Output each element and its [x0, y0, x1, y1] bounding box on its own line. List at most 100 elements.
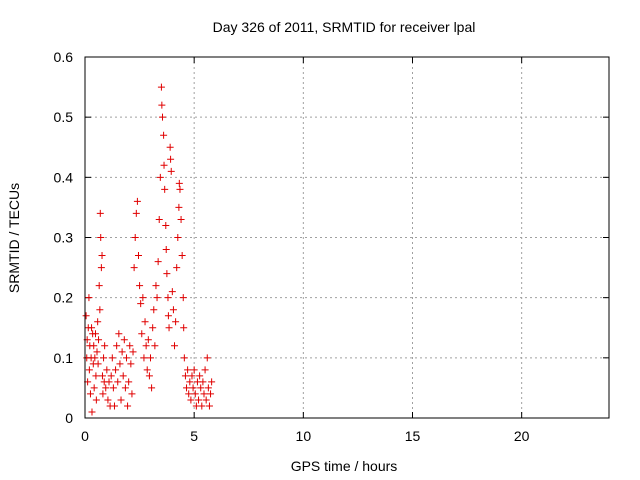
- data-point: [176, 185, 184, 193]
- data-point: [160, 161, 168, 169]
- data-point: [168, 288, 176, 296]
- data-point: [100, 354, 108, 362]
- data-point: [85, 294, 93, 302]
- data-point: [109, 384, 117, 392]
- data-point: [180, 324, 188, 332]
- data-point: [88, 324, 96, 332]
- data-point: [184, 366, 192, 374]
- data-point: [143, 366, 151, 374]
- data-point: [96, 209, 104, 217]
- data-point: [172, 318, 180, 326]
- data-point: [99, 390, 107, 398]
- data-point: [177, 215, 185, 223]
- data-point: [166, 143, 174, 151]
- data-point: [121, 384, 129, 392]
- data-point: [154, 258, 162, 266]
- grid-layer: [85, 57, 609, 418]
- data-point: [208, 378, 216, 386]
- y-axis-label: SRMTID / TECUs: [6, 183, 22, 293]
- data-point: [175, 179, 183, 187]
- y-tick-label: 0.3: [54, 230, 74, 246]
- data-point: [164, 294, 172, 302]
- y-tick-label: 0.6: [54, 49, 74, 65]
- data-point: [113, 342, 121, 350]
- data-point: [117, 396, 125, 404]
- data-point: [203, 354, 211, 362]
- data-point: [118, 348, 126, 356]
- data-point: [136, 282, 144, 290]
- data-point: [175, 203, 183, 211]
- x-tick-label: 15: [405, 428, 421, 444]
- data-point: [141, 318, 149, 326]
- data-point: [86, 390, 94, 398]
- data-point: [90, 384, 98, 392]
- data-point: [153, 294, 161, 302]
- data-point: [144, 336, 152, 344]
- data-point: [96, 306, 104, 314]
- data-point: [147, 354, 154, 362]
- data-point: [90, 342, 98, 350]
- x-tick-label: 5: [190, 428, 198, 444]
- data-point: [163, 270, 171, 278]
- data-point: [195, 396, 203, 404]
- data-point: [142, 342, 150, 350]
- data-point: [124, 402, 132, 410]
- data-point: [207, 390, 215, 398]
- data-point: [155, 215, 163, 223]
- data-point: [82, 312, 90, 320]
- data-point: [94, 360, 102, 368]
- data-point: [98, 372, 106, 380]
- data-point: [140, 354, 148, 362]
- data-point: [159, 113, 167, 121]
- data-point: [164, 312, 172, 320]
- data-point: [160, 131, 168, 139]
- data-point: [130, 264, 138, 272]
- x-tick-label: 0: [81, 428, 89, 444]
- data-point: [161, 185, 169, 193]
- data-point: [119, 372, 127, 380]
- data-point: [131, 234, 139, 241]
- data-point: [91, 354, 99, 362]
- data-point: [92, 372, 100, 380]
- data-point: [103, 366, 111, 374]
- data-point: [173, 264, 181, 272]
- point-layer: [82, 83, 216, 416]
- data-point: [114, 378, 122, 386]
- data-point: [178, 252, 186, 260]
- data-point: [162, 221, 170, 229]
- data-point: [129, 348, 137, 356]
- data-point: [205, 402, 213, 410]
- data-point: [95, 282, 103, 290]
- data-point: [148, 384, 156, 392]
- data-point: [150, 306, 158, 314]
- data-point: [162, 246, 170, 254]
- x-axis-label: GPS time / hours: [291, 458, 398, 474]
- data-point: [133, 197, 141, 205]
- y-tick-label: 0.4: [54, 169, 74, 185]
- data-point: [134, 252, 142, 260]
- data-point: [181, 372, 189, 380]
- data-point: [115, 330, 123, 338]
- data-point: [196, 372, 204, 380]
- y-tick-label: 0.1: [54, 350, 74, 366]
- data-point: [152, 282, 160, 290]
- data-point: [179, 294, 187, 302]
- data-point: [97, 234, 105, 241]
- data-point: [105, 378, 113, 386]
- data-point: [158, 101, 166, 109]
- data-point: [198, 402, 206, 410]
- y-tick-label: 0.5: [54, 109, 74, 125]
- data-point: [102, 384, 110, 392]
- data-point: [204, 384, 212, 392]
- data-point: [112, 366, 120, 374]
- data-point: [95, 336, 103, 344]
- data-point: [126, 342, 134, 350]
- y-tick-label: 0: [65, 410, 73, 426]
- data-point: [190, 366, 198, 374]
- data-point: [104, 396, 112, 404]
- data-point: [167, 155, 175, 163]
- data-point: [167, 167, 175, 175]
- data-point: [108, 354, 116, 362]
- data-point: [189, 384, 197, 392]
